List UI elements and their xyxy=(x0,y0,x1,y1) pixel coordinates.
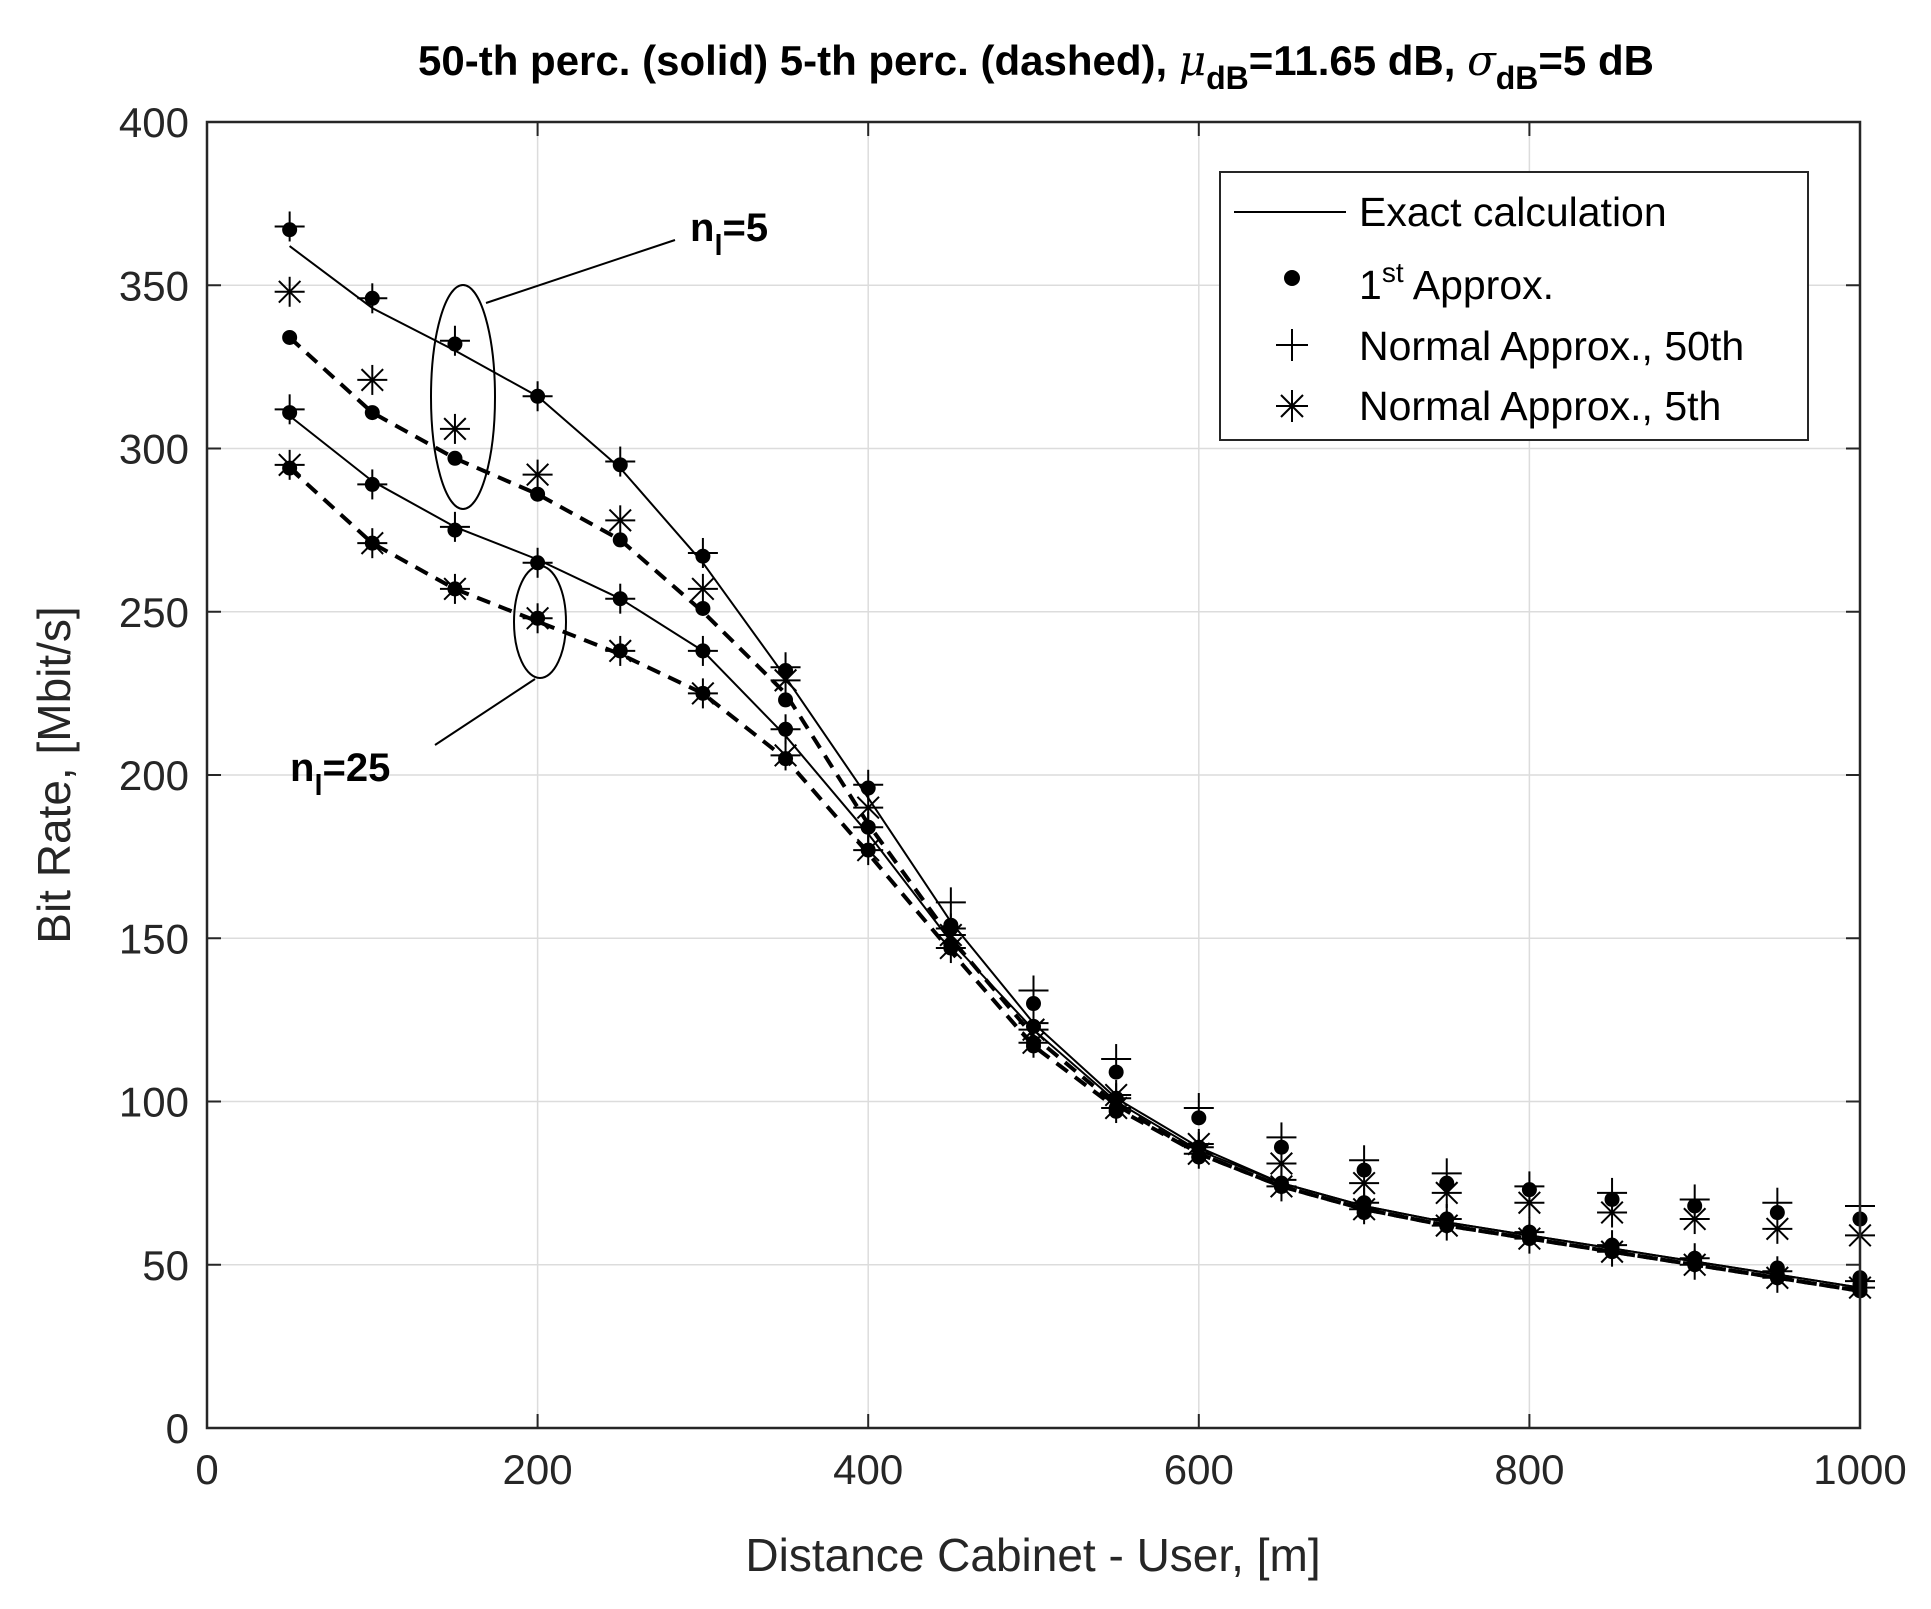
first-approx-dot xyxy=(530,486,546,502)
first-approx-dot xyxy=(612,532,628,548)
normal-approx-50th-plus xyxy=(1183,1093,1214,1124)
legend-label-exact: Exact calculation xyxy=(1359,189,1667,235)
normal-approx-50th-plus xyxy=(687,537,718,568)
normal-approx-5th-star xyxy=(1679,1204,1710,1235)
normal-approx-50th-plus xyxy=(1762,1187,1793,1218)
normal-approx-5th-star xyxy=(1018,1027,1049,1058)
first-approx-dot xyxy=(364,405,380,421)
normal-approx-50th-plus xyxy=(1266,1122,1297,1153)
normal-approx-5th-star xyxy=(1349,1194,1380,1225)
y-tick-label: 300 xyxy=(119,426,189,473)
first-approx-dot xyxy=(695,600,711,616)
legend: Exact calculation 1st Approx. Normal App… xyxy=(1219,171,1809,441)
normal-approx-5th-star xyxy=(605,635,636,666)
nl25-ellipse xyxy=(513,565,567,679)
normal-approx-5th-star xyxy=(935,933,966,964)
annotation-nl25: nl=25 xyxy=(290,746,390,802)
annotation-nl5: nl=5 xyxy=(690,206,768,262)
normal-approx-50th-plus xyxy=(687,635,718,666)
normal-approx-50th-plus xyxy=(439,325,470,356)
normal-approx-5th-star xyxy=(1514,1187,1545,1218)
normal-approx-5th-star xyxy=(1266,1171,1297,1202)
normal-approx-50th-plus xyxy=(274,394,305,425)
normal-approx-5th-star xyxy=(274,276,305,307)
normal-approx-5th-star xyxy=(1101,1093,1132,1124)
x-tick-label: 800 xyxy=(1494,1446,1564,1493)
first-approx-dot xyxy=(778,692,794,708)
normal-approx-50th-plus xyxy=(522,547,553,578)
exact-line-5th-1 xyxy=(288,336,1861,1293)
first-approx-dot xyxy=(447,450,463,466)
normal-approx-5th-star xyxy=(770,740,801,771)
exact-line-5th-3 xyxy=(288,466,1861,1293)
normal-approx-5th-star xyxy=(605,505,636,536)
normal-approx-5th-star xyxy=(357,364,388,395)
normal-approx-5th-star xyxy=(274,449,305,480)
normal-approx-5th-star xyxy=(1514,1223,1545,1254)
y-tick-label: 150 xyxy=(119,915,189,962)
normal-approx-5th-star xyxy=(853,835,884,866)
normal-approx-5th-star xyxy=(687,573,718,604)
normal-approx-50th-plus xyxy=(357,283,388,314)
normal-approx-50th-plus xyxy=(605,583,636,614)
normal-approx-5th-star xyxy=(522,603,553,634)
normal-approx-50th-plus xyxy=(770,714,801,745)
normal-approx-50th-plus xyxy=(274,211,305,242)
normal-approx-5th-star xyxy=(1762,1213,1793,1244)
y-tick-label: 100 xyxy=(119,1079,189,1126)
y-tick-label: 200 xyxy=(119,752,189,799)
legend-star-marker xyxy=(1276,390,1308,422)
normal-approx-5th-star xyxy=(1431,1177,1462,1208)
y-tick-label: 0 xyxy=(166,1405,189,1452)
normal-approx-5th-star xyxy=(439,573,470,604)
series-lines xyxy=(288,245,1861,1293)
x-tick-label: 400 xyxy=(833,1446,903,1493)
y-tick-label: 350 xyxy=(119,262,189,309)
legend-box xyxy=(1219,171,1809,441)
legend-label-normal-50th: Normal Approx., 50th xyxy=(1359,323,1744,369)
legend-plus-marker xyxy=(1276,329,1308,361)
exact-line-50th-2 xyxy=(288,415,1861,1289)
chart-title: 50-th perc. (solid) 5-th perc. (dashed),… xyxy=(418,36,1654,96)
legend-dot-marker xyxy=(1284,270,1300,286)
normal-approx-5th-star xyxy=(357,528,388,559)
normal-approx-5th-star xyxy=(1431,1210,1462,1241)
normal-approx-50th-plus xyxy=(605,446,636,477)
normal-approx-5th-star xyxy=(1679,1249,1710,1280)
normal-approx-5th-star xyxy=(770,665,801,696)
normal-approx-50th-plus xyxy=(522,381,553,412)
normal-approx-5th-star xyxy=(522,459,553,490)
normal-approx-5th-star xyxy=(1597,1197,1628,1228)
x-tick-label: 600 xyxy=(1164,1446,1234,1493)
normal-approx-5th-star xyxy=(1762,1262,1793,1293)
x-tick-label: 0 xyxy=(195,1446,218,1493)
first-approx-dot xyxy=(282,329,298,345)
normal-approx-50th-plus xyxy=(935,887,966,918)
normal-approx-50th-plus xyxy=(439,511,470,542)
y-tick-label: 400 xyxy=(119,99,189,146)
y-axis-label: Bit Rate, [Mbit/s] xyxy=(28,606,80,943)
normal-approx-5th-star xyxy=(1183,1138,1214,1169)
nl5-leader-line xyxy=(485,239,676,304)
normal-approx-5th-star xyxy=(1597,1236,1628,1267)
nl25-leader-line xyxy=(434,678,536,746)
x-axis-label: Distance Cabinet - User, [m] xyxy=(745,1529,1320,1581)
legend-label-normal-5th: Normal Approx., 5th xyxy=(1359,383,1721,429)
normal-approx-50th-plus xyxy=(1101,1044,1132,1075)
x-tick-label: 200 xyxy=(503,1446,573,1493)
normal-approx-5th-star xyxy=(439,413,470,444)
x-tick-label: 1000 xyxy=(1813,1446,1906,1493)
normal-approx-5th-star xyxy=(687,678,718,709)
normal-approx-50th-plus xyxy=(1018,975,1049,1006)
series-markers xyxy=(274,211,1875,1303)
y-tick-label: 50 xyxy=(142,1242,189,1289)
normal-approx-50th-plus xyxy=(357,469,388,500)
y-tick-label: 250 xyxy=(119,589,189,636)
nl5-ellipse xyxy=(430,284,496,510)
axis-ticks: 0 200 400 600 800 1000 0 50 100 150 200 250 300 350 40… xyxy=(119,99,1907,1493)
legend-label-first-approx: 1st Approx. xyxy=(1359,257,1554,308)
